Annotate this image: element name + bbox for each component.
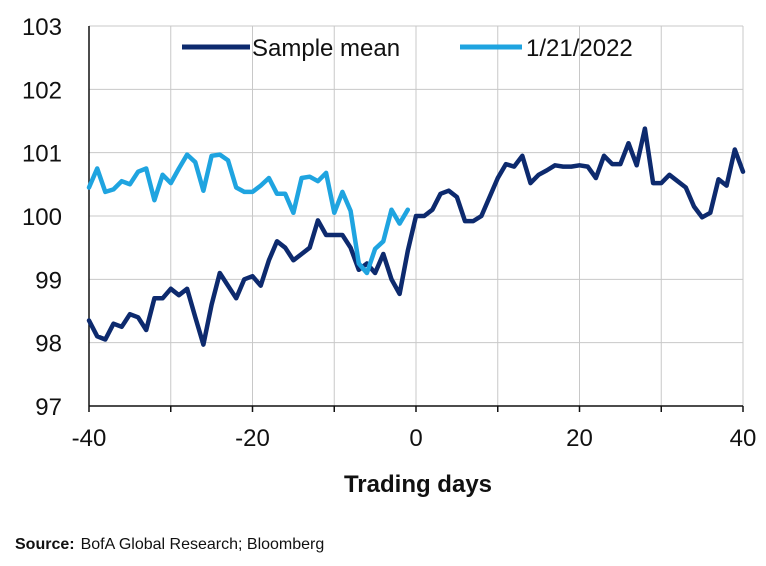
legend-label-1-21-2022: 1/21/2022 — [526, 35, 633, 62]
y-tick-label: 102 — [22, 77, 62, 104]
x-tick-label: 0 — [409, 425, 422, 452]
y-tick-label: 98 — [35, 331, 62, 358]
series-line-1-21-2022 — [86, 152, 411, 276]
series-line-sample-mean — [86, 126, 746, 347]
y-tick-label: 100 — [22, 204, 62, 231]
x-axis-label: Trading days — [344, 471, 492, 498]
legend-label-sample-mean: Sample mean — [252, 35, 400, 62]
y-tick-label: 99 — [35, 267, 62, 294]
line-chart: 97 98 99 100 101 102 103 -40 -20 0 20 40 Sample me… — [22, 14, 757, 498]
series-lines — [86, 126, 746, 347]
x-tick-label: -20 — [235, 425, 270, 452]
x-tick-labels: -40 -20 0 20 40 — [72, 425, 757, 452]
y-tick-label: 101 — [22, 141, 62, 168]
y-tick-labels: 97 98 99 100 101 102 103 — [22, 14, 62, 421]
source-label: Source: — [15, 536, 75, 553]
axes — [88, 26, 744, 412]
source-note: Source: BofA Global Research; Bloomberg — [15, 536, 324, 554]
x-tick-label: -40 — [72, 425, 107, 452]
legend: Sample mean 1/21/2022 — [182, 35, 633, 62]
source-text: BofA Global Research; Bloomberg — [80, 536, 325, 553]
x-tick-label: 40 — [730, 425, 757, 452]
y-tick-label: 97 — [35, 394, 62, 421]
grid — [89, 25, 744, 406]
y-tick-label: 103 — [22, 14, 62, 41]
x-tick-label: 20 — [566, 425, 593, 452]
